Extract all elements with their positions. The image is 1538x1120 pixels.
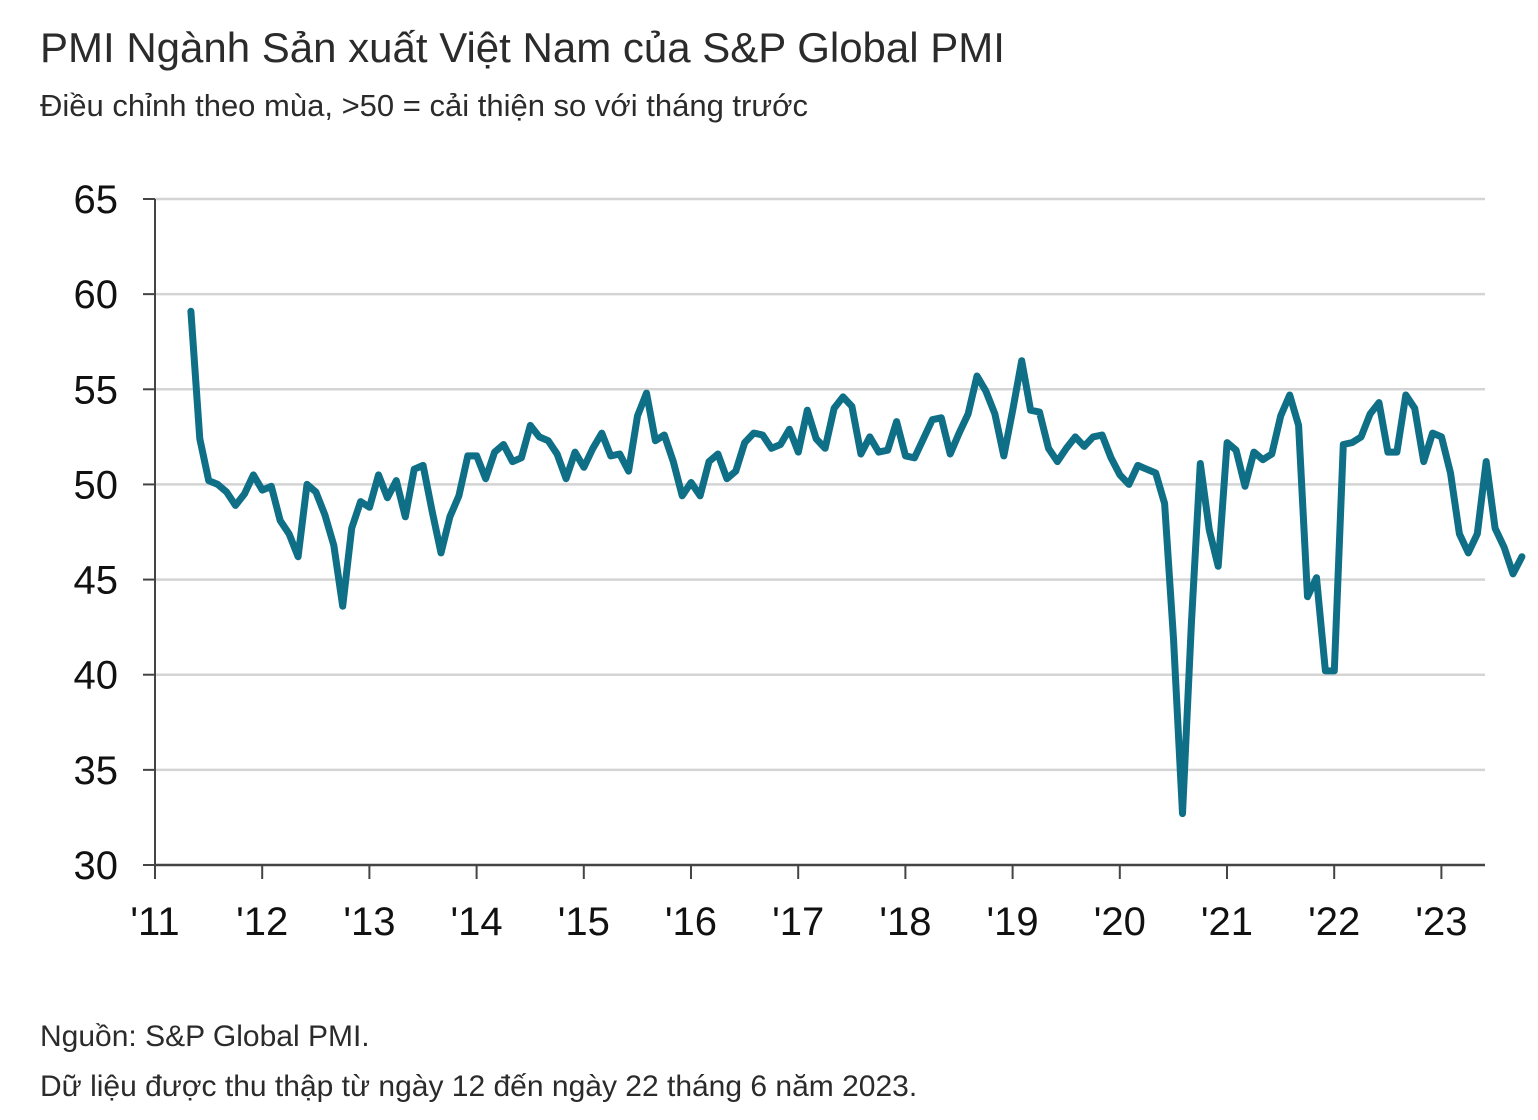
- x-tick-label: '21: [1201, 900, 1253, 944]
- y-tick-label: 35: [74, 749, 119, 793]
- data-collection-note: Dữ liệu được thu thập từ ngày 12 đến ngà…: [40, 1070, 918, 1103]
- x-tick-label: '13: [343, 900, 395, 944]
- x-tick-label: '11: [130, 900, 179, 944]
- series-group: [187, 307, 1526, 818]
- chart-subtitle: Điều chỉnh theo mùa, >50 = cải thiện so …: [40, 88, 808, 123]
- grid-lines: [155, 197, 1485, 772]
- x-tick-label: '15: [558, 900, 610, 944]
- source-note: Nguồn: S&P Global PMI.: [40, 1020, 370, 1053]
- y-tick-label: 65: [74, 178, 119, 222]
- x-tick-label: '17: [772, 900, 824, 944]
- x-tick-label: '12: [236, 900, 288, 944]
- x-tick-label: '22: [1308, 900, 1360, 944]
- y-tick-label: 55: [74, 368, 119, 412]
- x-tick-label: '14: [451, 900, 503, 944]
- y-tick-label: 50: [74, 463, 119, 507]
- x-tick-label: '20: [1094, 900, 1146, 944]
- y-tick-label: 40: [74, 654, 119, 698]
- y-tick-labels: 30 35 40 45 50 55 60 65: [74, 178, 119, 888]
- y-tick-label: 60: [74, 273, 119, 317]
- x-tick-labels: '11 '12 '13 '14 '15 '16 '17 '18 '19 '20 '21 '22 '23: [130, 900, 1467, 944]
- x-tick-label: '18: [879, 900, 931, 944]
- y-tick-label: 30: [74, 844, 119, 888]
- chart-title: PMI Ngành Sản xuất Việt Nam của S&P Glob…: [40, 24, 1005, 71]
- y-tick-label: 45: [74, 559, 119, 603]
- x-tick-label: '19: [987, 900, 1039, 944]
- pmi-series-line: [187, 307, 1526, 818]
- x-tick-label: '23: [1415, 900, 1467, 944]
- axes: [143, 198, 1485, 879]
- x-tick-label: '16: [665, 900, 717, 944]
